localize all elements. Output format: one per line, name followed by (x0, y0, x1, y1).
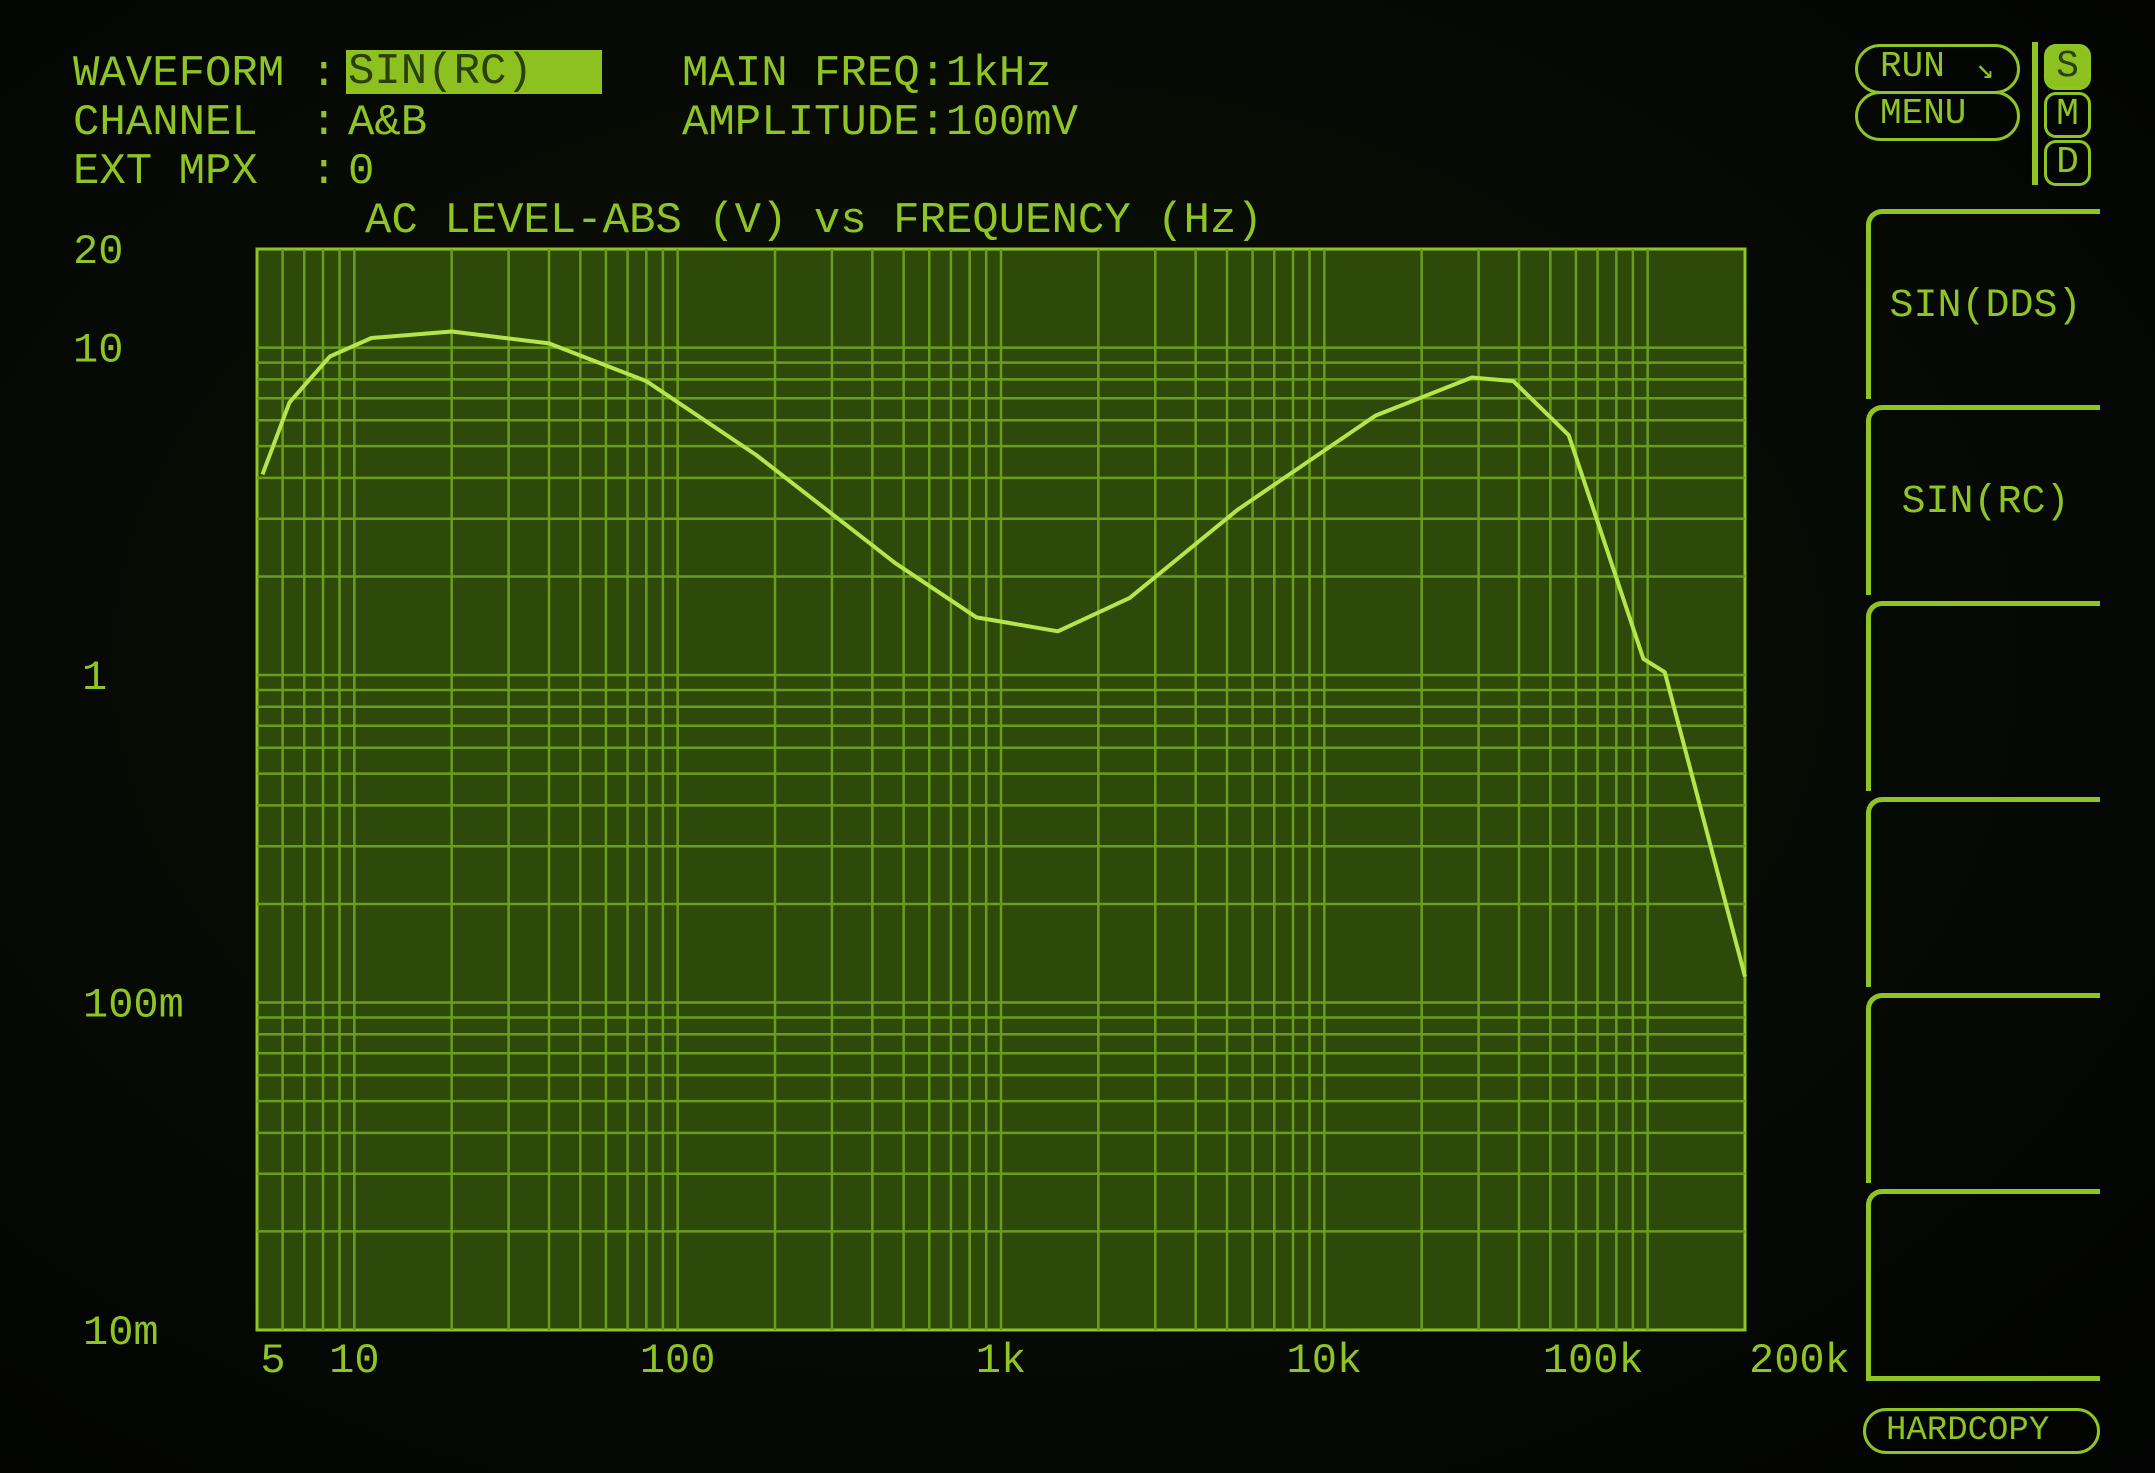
softkey-2[interactable]: SIN(RC) (1866, 405, 2100, 595)
series-line (260, 329, 1747, 978)
x-tick-label: 100k (1543, 1337, 1644, 1385)
grid (257, 249, 1745, 1330)
mode-m-button[interactable]: M (2044, 92, 2091, 138)
waveform-label: WAVEFORM : (73, 49, 338, 99)
menu-button[interactable]: MENU (1855, 91, 2020, 141)
y-tick-label: 10m (83, 1309, 159, 1357)
softkey-6[interactable] (1866, 1189, 2100, 1381)
run-label: RUN (1880, 46, 1945, 87)
amplitude: AMPLITUDE:100mV (682, 98, 1079, 148)
x-tick-label: 1k (976, 1337, 1026, 1385)
softkey-5[interactable] (1866, 993, 2100, 1183)
x-tick-label: 10k (1287, 1337, 1363, 1385)
run-button[interactable]: RUN ↘ (1855, 44, 2020, 94)
mode-s-button[interactable]: S (2044, 44, 2091, 90)
tick-labels: 5 10 100 1k 10k 100k 200k 20 10 1 100m 10m (73, 228, 1850, 1385)
softkey-3[interactable] (1866, 601, 2100, 791)
ext-mpx-value: 0 (348, 147, 375, 197)
cursor-arrow-icon: ↘ (1976, 54, 1995, 88)
softkey-4[interactable] (1866, 797, 2100, 987)
channel-value: A&B (348, 98, 428, 148)
x-tick-label: 5 (260, 1337, 285, 1385)
softkey-1[interactable]: SIN(DDS) (1866, 209, 2100, 399)
y-tick-label: 20 (73, 228, 123, 276)
waveform-value[interactable]: SIN(RC) (346, 50, 602, 94)
x-tick-label: 200k (1749, 1337, 1850, 1385)
mode-d-button[interactable]: D (2044, 140, 2091, 186)
chart-title: AC LEVEL-ABS (V) vs FREQUENCY (Hz) (365, 196, 1263, 246)
y-tick-label: 10 (73, 327, 123, 375)
x-tick-label: 10 (329, 1337, 379, 1385)
main-frequency: MAIN FREQ:1kHz (682, 49, 1052, 99)
menu-label: MENU (1880, 93, 1967, 134)
hardcopy-button[interactable]: HARDCOPY (1863, 1408, 2100, 1454)
divider (2032, 42, 2038, 185)
x-tick-label: 100 (640, 1337, 716, 1385)
y-tick-label: 1 (82, 654, 107, 702)
ext-mpx-label: EXT MPX : (73, 147, 338, 197)
channel-label: CHANNEL : (73, 98, 338, 148)
y-tick-label: 100m (83, 982, 184, 1030)
